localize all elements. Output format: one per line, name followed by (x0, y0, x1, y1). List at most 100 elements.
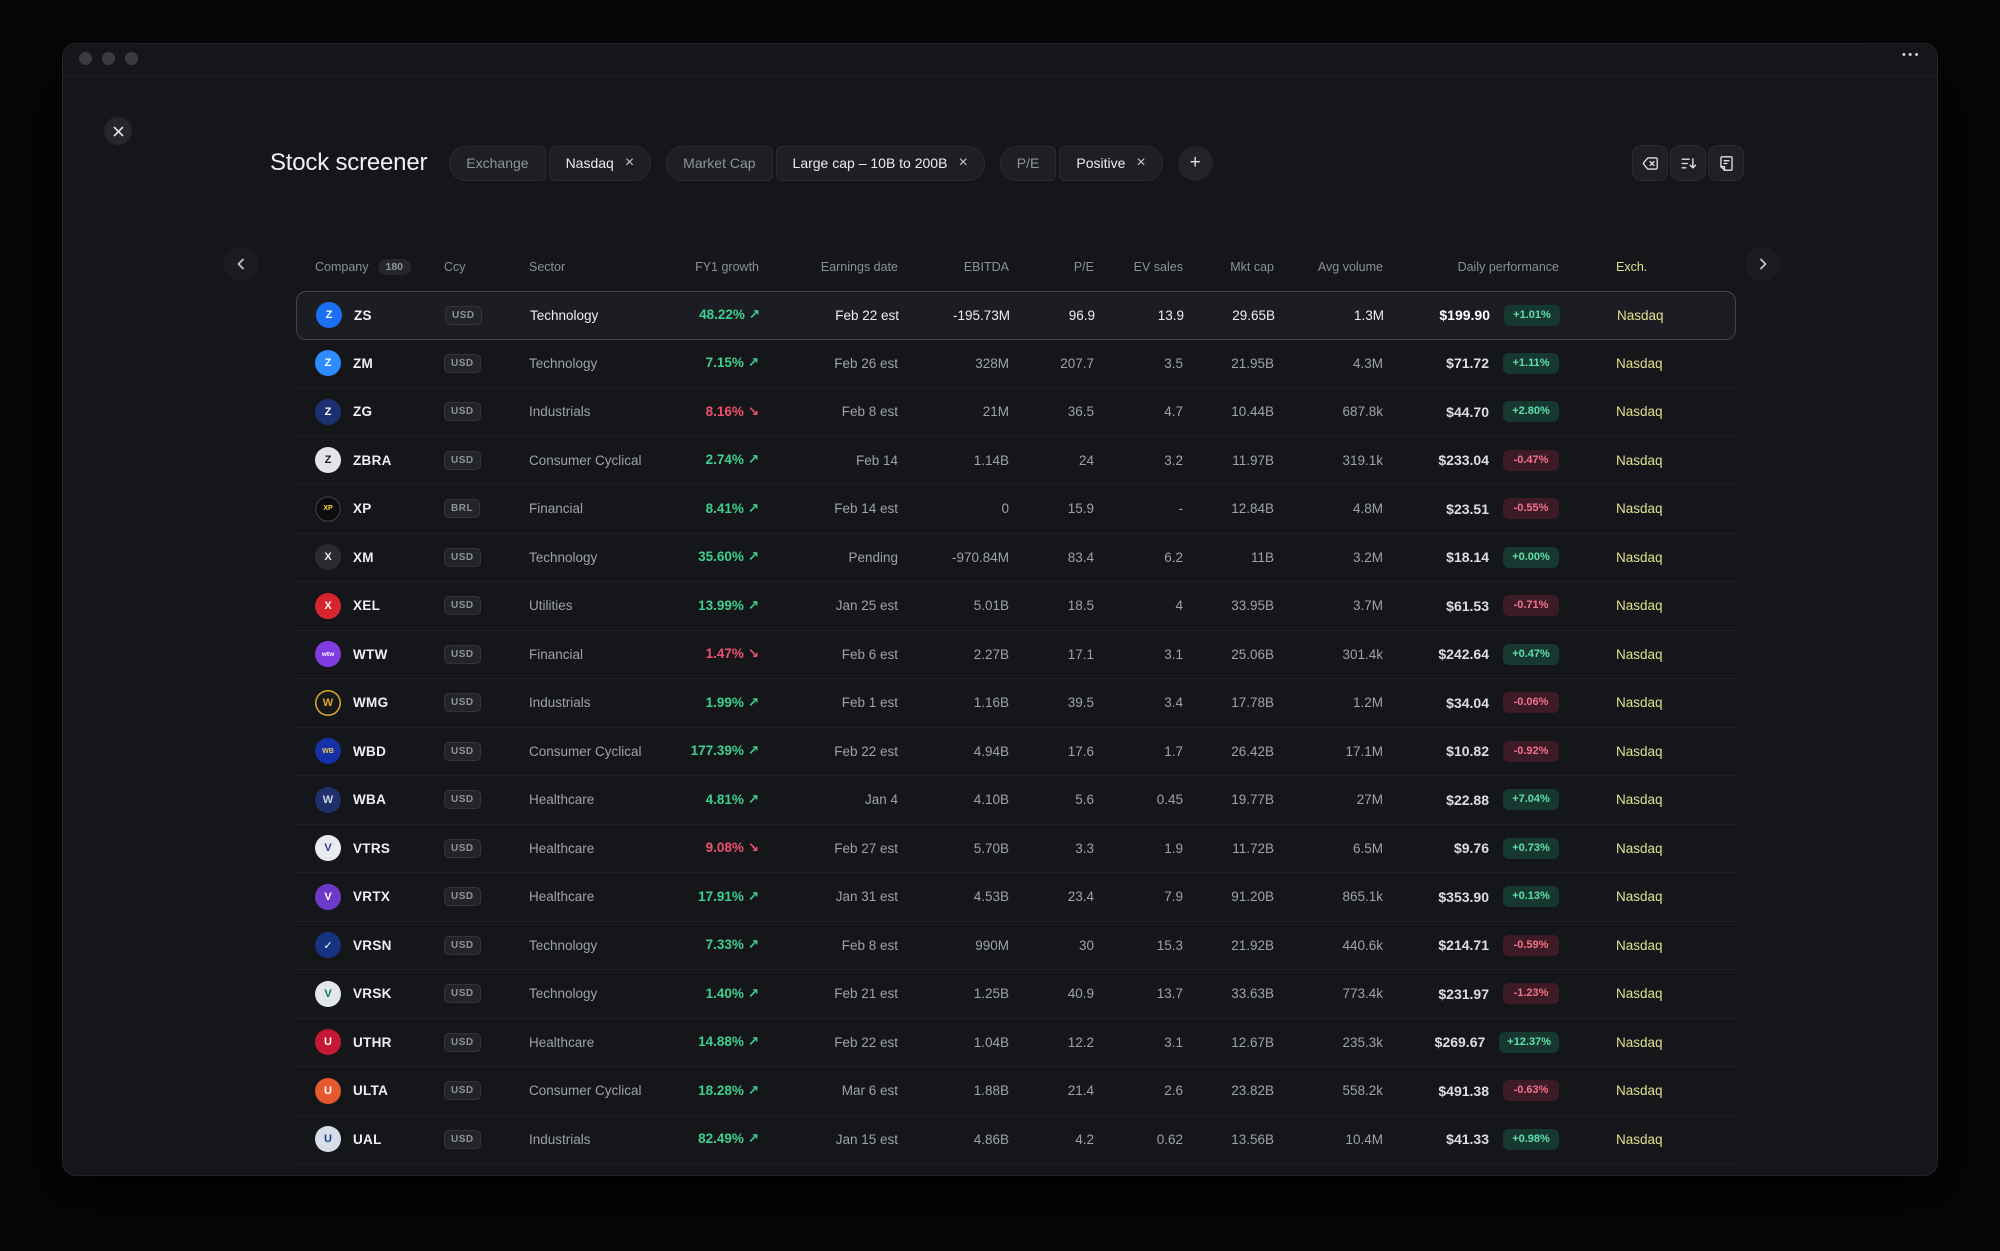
company-logo: X (315, 544, 341, 571)
mkt-cap-value: 12.84B (1231, 501, 1274, 517)
fy1-growth: 48.22% ↗ (699, 307, 760, 323)
avg-volume-value: 773.4k (1342, 986, 1383, 1002)
table-row[interactable]: Z ZG USD Industrials 8.16% ↘ Feb 8 est 2… (296, 388, 1736, 437)
table-row[interactable]: Z ZS USD Technology 48.22% ↗ Feb 22 est … (296, 291, 1736, 340)
earnings-date: Feb 26 est (834, 355, 898, 371)
notepad-icon (1719, 155, 1733, 171)
currency-badge: USD (444, 547, 481, 567)
exchange-label: Nasdaq (1616, 889, 1663, 905)
sector-label: Consumer Cyclical (529, 743, 642, 759)
company-logo: V (315, 883, 341, 910)
remove-filter-icon[interactable]: × (958, 153, 968, 171)
filter-label-exchange[interactable]: Exchange (449, 145, 546, 181)
filter-value-exchange[interactable]: Nasdaq × (548, 145, 652, 181)
remove-filter-icon[interactable]: × (1136, 153, 1146, 171)
ebitda-value: 328M (975, 355, 1009, 371)
column-header-exch[interactable]: Exch. (1616, 260, 1648, 274)
table-row[interactable]: XP XP BRL Financial 8.41% ↗ Feb 14 est 0… (296, 485, 1736, 534)
table-row[interactable]: X XEL USD Utilities 13.99% ↗ Jan 25 est … (296, 582, 1736, 631)
company-cell: X XEL (296, 592, 444, 619)
sector-label: Industrials (529, 695, 591, 711)
prev-page-button[interactable] (224, 247, 258, 281)
avg-volume-value: 27M (1356, 792, 1383, 808)
column-header-earnings-date[interactable]: Earnings date (820, 260, 898, 274)
pe-value: 3.3 (1075, 840, 1094, 856)
notes-button[interactable] (1708, 145, 1744, 181)
table-row[interactable]: W WMG USD Industrials 1.99% ↗ Feb 1 est … (296, 679, 1736, 728)
table-row[interactable]: USD (296, 1164, 1736, 1175)
sort-button[interactable] (1670, 145, 1706, 181)
column-header-ccy[interactable]: Ccy (444, 260, 466, 274)
table-row[interactable]: V VRSK USD Technology 1.40% ↗ Feb 21 est… (296, 970, 1736, 1019)
ticker-symbol: VTRS (353, 840, 391, 856)
table-row[interactable]: wtw WTW USD Financial 1.47% ↘ Feb 6 est … (296, 631, 1736, 679)
exchange-label: Nasdaq (1616, 695, 1663, 711)
exchange-label: Nasdaq (1616, 501, 1663, 517)
remove-filter-icon[interactable]: × (624, 153, 635, 171)
table-row[interactable]: X XM USD Technology 35.60% ↗ Pending -97… (296, 534, 1736, 582)
column-header-fy1-growth[interactable]: FY1 growth (695, 260, 759, 274)
ebitda-value: 5.01B (973, 598, 1009, 614)
pe-value: 17.1 (1067, 646, 1094, 662)
table-row[interactable]: V VRTX USD Healthcare 17.91% ↗ Jan 31 es… (296, 873, 1736, 922)
company-cell: Z ZS (297, 302, 445, 329)
filter-label-pe[interactable]: P/E (999, 145, 1057, 181)
window-close-dot[interactable] (79, 52, 92, 65)
column-header-ev-sales[interactable]: EV sales (1133, 260, 1183, 274)
exchange-label: Nasdaq (1616, 355, 1663, 371)
daily-performance-badge: +7.04% (1503, 789, 1559, 811)
ev-sales-value: - (1178, 501, 1184, 517)
pe-value: 23.4 (1067, 889, 1094, 905)
company-logo: ✓ (315, 932, 341, 959)
company-logo: V (315, 835, 341, 862)
column-header-daily-performance[interactable]: Daily performance (1457, 260, 1559, 274)
price-value: $18.14 (1446, 549, 1489, 566)
filter-value-pe[interactable]: Positive × (1059, 145, 1163, 181)
table-row[interactable]: U ULTA USD Consumer Cyclical 18.28% ↗ Ma… (296, 1067, 1736, 1116)
close-button[interactable] (104, 117, 132, 145)
currency-badge: USD (444, 790, 481, 810)
avg-volume-value: 3.7M (1352, 598, 1383, 614)
company-cell: W WBA (296, 786, 444, 813)
ev-sales-value: 3.5 (1164, 355, 1183, 371)
table-row[interactable]: ✓ VRSN USD Technology 7.33% ↗ Feb 8 est … (296, 922, 1736, 970)
sector-label: Industrials (529, 1131, 591, 1147)
earnings-date: Feb 8 est (841, 404, 898, 420)
daily-performance-badge: +1.01% (1504, 304, 1560, 326)
column-header-avg-volume[interactable]: Avg volume (1317, 260, 1383, 274)
clear-filters-button[interactable] (1632, 145, 1668, 181)
filter-label-market-cap[interactable]: Market Cap (666, 145, 773, 181)
company-logo (315, 1174, 341, 1175)
filter-value-market-cap[interactable]: Large cap – 10B to 200B × (775, 145, 985, 181)
earnings-date: Jan 25 est (835, 598, 898, 614)
company-cell: V VTRS (296, 835, 444, 862)
table-row[interactable]: U UAL USD Industrials 82.49% ↗ Jan 15 es… (296, 1116, 1736, 1164)
currency-badge: USD (445, 305, 482, 325)
mkt-cap-value: 23.82B (1231, 1083, 1274, 1099)
window-zoom-dot[interactable] (125, 52, 138, 65)
add-filter-button[interactable]: + (1177, 145, 1213, 181)
price-value: $41.33 (1446, 1131, 1489, 1148)
mkt-cap-value: 21.92B (1231, 937, 1274, 953)
column-header-sector[interactable]: Sector (529, 260, 566, 274)
filter-chip-exchange: Exchange Nasdaq × (449, 145, 652, 181)
window-minimize-dot[interactable] (102, 52, 115, 65)
daily-performance-badge: +0.47% (1503, 643, 1559, 665)
next-page-button[interactable] (1746, 247, 1780, 281)
price-value: $491.38 (1438, 1082, 1489, 1099)
mkt-cap-value: 10.44B (1231, 404, 1274, 420)
column-header-pe[interactable]: P/E (1073, 260, 1094, 274)
column-header-company[interactable]: Company 180 (296, 259, 444, 275)
column-header-mkt-cap[interactable]: Mkt cap (1230, 260, 1274, 274)
daily-performance-badge: -1.23% (1503, 983, 1559, 1005)
table-row[interactable]: W WBA USD Healthcare 4.81% ↗ Jan 4 4.10B… (296, 776, 1736, 825)
table-row[interactable]: WB WBD USD Consumer Cyclical 177.39% ↗ F… (296, 728, 1736, 776)
table-row[interactable]: Z ZM USD Technology 7.15% ↗ Feb 26 est 3… (296, 340, 1736, 388)
table-row[interactable]: Z ZBRA USD Consumer Cyclical 2.74% ↗ Feb… (296, 437, 1736, 485)
column-header-ebitda[interactable]: EBITDA (963, 260, 1009, 274)
currency-badge: USD (444, 1032, 481, 1052)
more-menu-icon[interactable]: ••• (1901, 49, 1921, 61)
table-row[interactable]: V VTRS USD Healthcare 9.08% ↘ Feb 27 est… (296, 825, 1736, 873)
daily-performance-badge: +2.80% (1503, 401, 1559, 423)
table-row[interactable]: U UTHR USD Healthcare 14.88% ↗ Feb 22 es… (296, 1019, 1736, 1067)
